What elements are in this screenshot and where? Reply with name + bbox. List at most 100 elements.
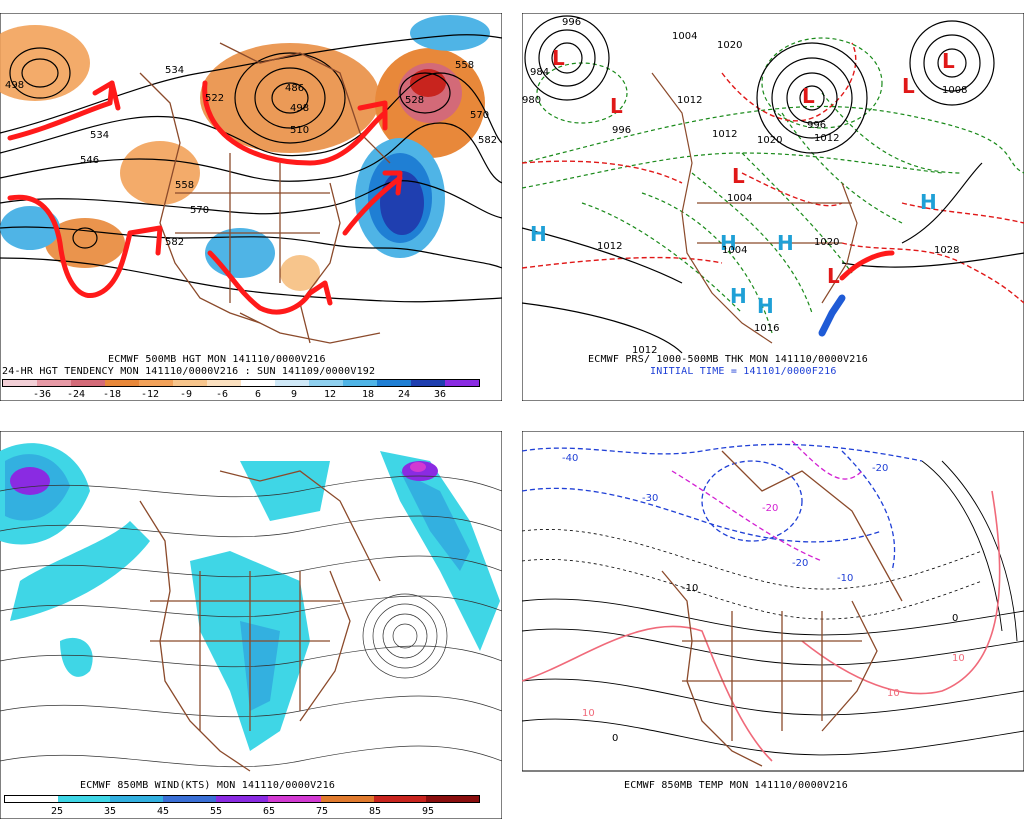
scale-swatch	[241, 380, 275, 386]
isobar-label: 996	[807, 120, 826, 131]
low-pressure-marker: L	[610, 94, 623, 118]
scale-label: 65	[262, 806, 276, 817]
scale-swatch	[411, 380, 445, 386]
low-pressure-marker: L	[902, 74, 915, 98]
scale-label: -36	[32, 389, 52, 400]
isobar-label: 1012	[712, 129, 737, 140]
scale-label: -12	[140, 389, 160, 400]
scale-label: 18	[361, 389, 375, 400]
scale-swatch	[445, 380, 479, 386]
scale-swatch	[343, 380, 377, 386]
isobar-label: 1004	[672, 31, 697, 42]
wind-color-scale	[4, 795, 480, 803]
low-pressure-marker: L	[827, 264, 840, 288]
scale-swatch	[373, 796, 427, 802]
caption-850mb-temp: ECMWF 850MB TEMP MON 141110/0000V216	[624, 780, 848, 791]
scale-label: 35	[103, 806, 117, 817]
high-pressure-marker: H	[720, 231, 737, 255]
high-pressure-marker: H	[530, 222, 547, 246]
contour-label: 510	[290, 125, 309, 136]
caption-prs-thk: ECMWF PRS/ 1000-500MB THK MON 141110/000…	[588, 354, 868, 365]
scale-label: 75	[315, 806, 329, 817]
wind-scale-labels: 25 35 45 55 65 75 85 95	[4, 806, 480, 818]
scale-label: 25	[50, 806, 64, 817]
isotherm-label: 10	[582, 708, 595, 719]
isotherm-label: 10	[887, 688, 900, 699]
contour-label: 528	[405, 95, 424, 106]
scale-swatch	[173, 380, 207, 386]
scale-swatch	[139, 380, 173, 386]
isobar-label: 1004	[722, 245, 747, 256]
low-pressure-marker: L	[552, 46, 565, 70]
scale-label: 6	[254, 389, 262, 400]
scale-swatch	[377, 380, 411, 386]
isotherm-label: -10	[837, 573, 853, 584]
panel-850mb-wind: ECMWF 850MB WIND(KTS) MON 141110/0000V21…	[0, 431, 502, 819]
high-pressure-marker: H	[730, 284, 747, 308]
contour-label: 582	[165, 237, 184, 248]
map-850mb-temp: -40 -30 -20 -20 -10 0 10 10 10 0 -10 -20	[522, 431, 1024, 772]
scale-swatch	[426, 796, 480, 802]
scale-swatch	[321, 796, 374, 802]
map-500mb-height: 498 534 546 558 570 582 486 498 510 522 …	[0, 13, 502, 401]
contour-label: 534	[90, 130, 109, 141]
contour-label: 570	[470, 110, 489, 121]
scale-swatch	[275, 380, 309, 386]
low-pressure-marker: L	[732, 164, 745, 188]
isobar-label: 996	[612, 125, 631, 136]
map-pressure-thickness: L L L L L L L H H H H H H 996 984 980 99…	[522, 13, 1024, 401]
contour-label: 558	[175, 180, 194, 191]
isobar-label: 980	[522, 95, 541, 106]
scale-swatch	[163, 796, 216, 802]
isotherm-label: -40	[562, 453, 578, 464]
scale-swatch	[207, 380, 241, 386]
contour-label: 498	[5, 80, 24, 91]
scale-label: 85	[368, 806, 382, 817]
isobar-label: 1020	[717, 40, 742, 51]
panel-500mb-height: 498 534 546 558 570 582 486 498 510 522 …	[0, 13, 502, 401]
panel-850mb-temp: -40 -30 -20 -20 -10 0 10 10 10 0 -10 -20…	[522, 431, 1024, 801]
scale-swatch	[3, 380, 37, 386]
scale-label: -9	[179, 389, 193, 400]
tendency-scale-labels: -36 -24 -18 -12 -9 -6 6 9 12 18 24 36	[2, 389, 480, 401]
caption-500mb: ECMWF 500MB HGT MON 141110/0000V216	[108, 354, 326, 365]
contour-label: 522	[205, 93, 224, 104]
scale-swatch	[5, 796, 58, 802]
scale-swatch	[215, 796, 269, 802]
isotherm-label: -20	[762, 503, 778, 514]
scale-swatch	[37, 380, 71, 386]
caption-hgt-tendency: 24-HR HGT TENDENCY MON 141110/0000V216 :…	[2, 366, 376, 377]
scale-label: -18	[102, 389, 122, 400]
contour-label: 582	[478, 135, 497, 146]
contour-label: 570	[190, 205, 209, 216]
isotherm-label: 0	[612, 733, 618, 744]
isobar-label: 1028	[934, 245, 959, 256]
scale-swatch	[57, 796, 111, 802]
isobar-label: 1004	[727, 193, 752, 204]
isotherm-label: -30	[642, 493, 658, 504]
low-pressure-marker: L	[942, 49, 955, 73]
isotherm-label: -20	[872, 463, 888, 474]
isobar-label: 1012	[677, 95, 702, 106]
scale-swatch	[268, 796, 322, 802]
contour-label: 546	[80, 155, 99, 166]
isobar-label: 1012	[597, 241, 622, 252]
isotherm-label: -10	[682, 583, 698, 594]
panel-pressure-thickness: L L L L L L L H H H H H H 996 984 980 99…	[522, 13, 1024, 401]
isobar-label: 1020	[814, 237, 839, 248]
scale-label: 24	[397, 389, 411, 400]
scale-swatch	[110, 796, 164, 802]
scale-swatch	[309, 380, 343, 386]
contour-label: 486	[285, 83, 304, 94]
contour-label: 558	[455, 60, 474, 71]
isotherm-label: 10	[952, 653, 965, 664]
contour-label: 534	[165, 65, 184, 76]
isobar-label: 1012	[632, 345, 657, 356]
scale-label: 55	[209, 806, 223, 817]
scale-label: 36	[433, 389, 447, 400]
scale-label: 95	[421, 806, 435, 817]
isobar-label: 1008	[942, 85, 967, 96]
isotherm-label: 0	[952, 613, 958, 624]
scale-swatch	[105, 380, 139, 386]
map-850mb-wind	[0, 431, 502, 819]
